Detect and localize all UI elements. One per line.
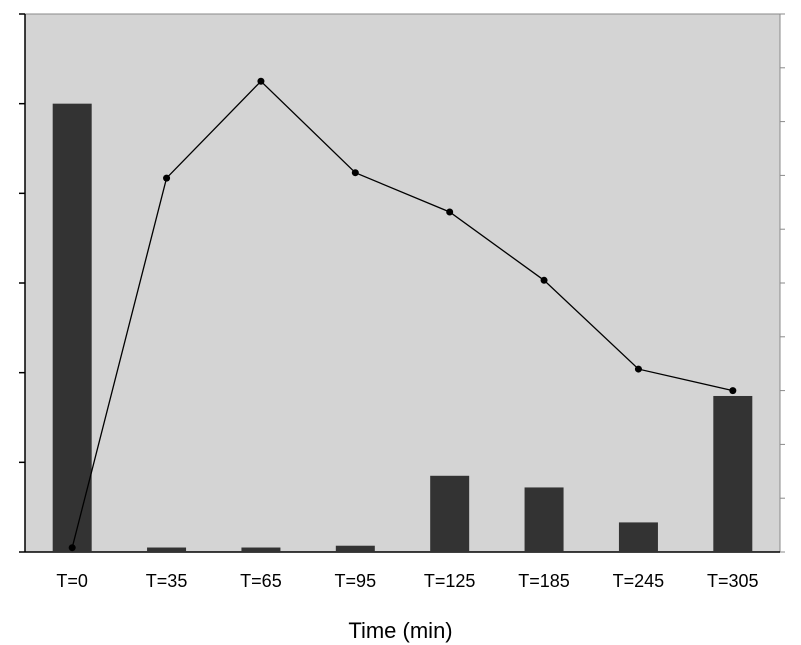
y-axis-ticks xyxy=(19,13,25,553)
bar-T=125 xyxy=(430,475,470,552)
bar-T=0 xyxy=(52,103,92,553)
bar-series xyxy=(52,103,753,553)
line-points xyxy=(68,77,737,552)
x-axis-title: Time (min) xyxy=(348,618,452,643)
bar-T=185 xyxy=(524,487,564,552)
line-point-T=35 xyxy=(163,174,171,182)
line-point-T=95 xyxy=(351,169,359,177)
bar-T=35 xyxy=(147,547,187,552)
x-tick-label: T=0 xyxy=(56,571,88,591)
line-point-T=0 xyxy=(68,544,76,552)
x-axis-labels: T=0 T=35 T=65 T=95 T=125 T=185 T=245 T=305 xyxy=(56,571,758,591)
x-tick-label: T=35 xyxy=(146,571,188,591)
bar-T=305 xyxy=(713,395,753,552)
x-tick-label: T=125 xyxy=(424,571,476,591)
x-tick-label: T=95 xyxy=(335,571,377,591)
bar-T=245 xyxy=(618,522,658,552)
line-point-T=65 xyxy=(257,77,265,85)
x-tick-label: T=185 xyxy=(518,571,570,591)
x-tick-label: T=65 xyxy=(240,571,282,591)
line-point-T=185 xyxy=(540,276,548,284)
x-tick-label: T=305 xyxy=(707,571,759,591)
line-point-T=305 xyxy=(729,387,737,395)
line-series xyxy=(71,80,733,548)
bar-T=95 xyxy=(335,545,375,552)
y2-axis-ticks xyxy=(780,13,785,553)
x-tick-label: T=245 xyxy=(613,571,665,591)
line-point-T=125 xyxy=(446,208,454,216)
bar-T=65 xyxy=(241,547,281,552)
line-point-T=245 xyxy=(634,365,642,373)
plot-area xyxy=(24,13,781,553)
